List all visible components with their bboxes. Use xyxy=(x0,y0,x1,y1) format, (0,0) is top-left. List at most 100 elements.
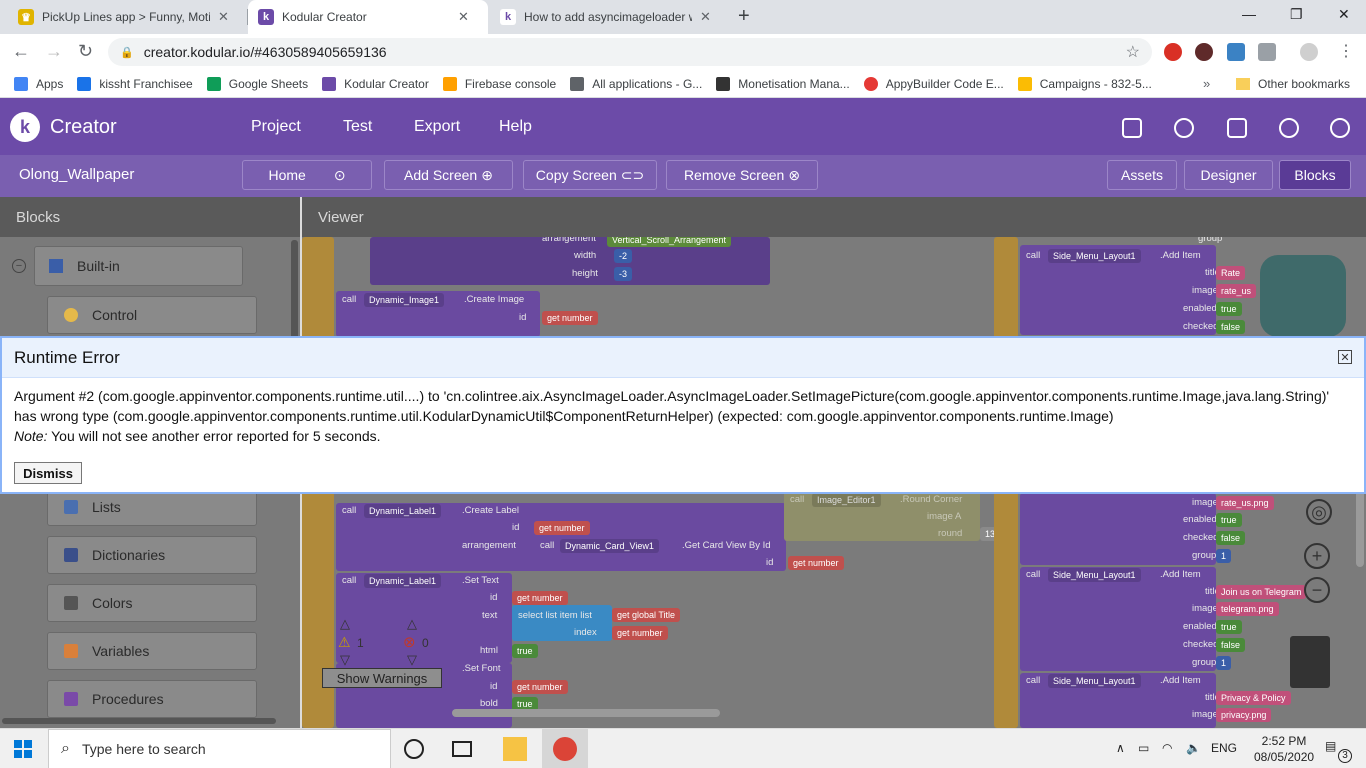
component-chip[interactable]: Dynamic_Label1 xyxy=(364,574,442,588)
close-tab-icon[interactable]: ✕ xyxy=(218,9,229,24)
number-chip[interactable]: -3 xyxy=(614,267,633,281)
blocks-button[interactable]: Blocks xyxy=(1279,160,1351,190)
category-lists[interactable]: Lists xyxy=(47,488,257,526)
remove-screen-button[interactable]: Remove Screen ⊗ xyxy=(666,160,818,190)
palette-icon[interactable] xyxy=(1174,118,1194,138)
bookmark-campaigns[interactable]: Campaigns - 832-5... xyxy=(1017,76,1152,91)
chrome-menu-icon[interactable]: ⋮ xyxy=(1338,43,1354,60)
number-chip[interactable]: 1 xyxy=(1216,549,1232,563)
notification-center-icon[interactable]: ▤ xyxy=(1325,739,1337,753)
component-chip[interactable]: Dynamic_Card_View1 xyxy=(560,539,659,553)
add-screen-button[interactable]: Add Screen ⊕ xyxy=(384,160,513,190)
boolean-chip[interactable]: false xyxy=(1216,531,1246,545)
new-tab-icon[interactable]: + xyxy=(738,5,750,27)
close-window-icon[interactable]: ✕ xyxy=(1338,6,1350,22)
get-number-chip[interactable]: get number xyxy=(512,591,568,605)
tab-pickup-lines[interactable]: ♛ PickUp Lines app > Funny, Motiv ✕ xyxy=(8,0,246,34)
string-chip[interactable]: privacy.png xyxy=(1216,708,1272,722)
extension-a-icon[interactable] xyxy=(1227,43,1245,61)
block-select-list-item[interactable] xyxy=(512,605,612,641)
account-icon[interactable] xyxy=(1330,118,1350,138)
reload-icon[interactable]: ↻ xyxy=(78,41,94,61)
number-chip[interactable]: 1 xyxy=(1216,656,1232,670)
designer-button[interactable]: Designer xyxy=(1184,160,1273,190)
bookmark-apps[interactable]: Apps xyxy=(14,76,63,91)
menu-export[interactable]: Export xyxy=(414,118,461,135)
task-view-icon[interactable] xyxy=(452,741,472,757)
category-variables[interactable]: Variables xyxy=(47,632,257,670)
component-chip[interactable]: Vertical_Scroll_Arrangement xyxy=(607,237,732,247)
volume-icon[interactable]: 🔈 xyxy=(1186,741,1201,755)
windows-start-icon[interactable] xyxy=(14,740,32,758)
copy-screen-button[interactable]: Copy Screen ⊂⊃ xyxy=(523,160,657,190)
dismiss-button[interactable]: Dismiss xyxy=(14,462,82,484)
bookmark-appybuilder[interactable]: AppyBuilder Code E... xyxy=(863,76,1004,91)
get-number-chip[interactable]: get number xyxy=(534,521,590,535)
menu-test[interactable]: Test xyxy=(343,118,373,135)
get-number-chip[interactable]: get number xyxy=(788,556,844,570)
component-chip[interactable]: Side_Menu_Layout1 xyxy=(1048,674,1141,688)
assets-button[interactable]: Assets xyxy=(1107,160,1177,190)
cortana-icon[interactable] xyxy=(404,739,424,759)
get-number-chip[interactable]: get number xyxy=(542,311,598,325)
boolean-chip[interactable]: true xyxy=(1216,302,1242,316)
warning-down-arrow-icon[interactable]: ▽ xyxy=(340,652,350,667)
my-projects-icon[interactable] xyxy=(1122,118,1142,138)
battery-icon[interactable]: ▭ xyxy=(1138,741,1150,755)
workspace-horizontal-scrollbar[interactable] xyxy=(452,709,720,717)
extension-shield-icon[interactable] xyxy=(1164,43,1182,61)
address-bar[interactable]: 🔒 creator.kodular.io/#4630589405659136 ☆ xyxy=(108,38,1152,66)
warning-up-arrow-icon[interactable]: △ xyxy=(340,616,350,631)
taskbar-search-box[interactable]: ⌕ Type here to search xyxy=(48,729,391,768)
category-control[interactable]: Control xyxy=(47,296,257,334)
other-bookmarks[interactable]: Other bookmarks xyxy=(1236,77,1350,91)
number-chip[interactable]: -2 xyxy=(614,249,633,263)
boolean-chip[interactable]: true xyxy=(512,644,538,658)
show-warnings-button[interactable]: Show Warnings xyxy=(322,668,442,688)
chrome-icon[interactable] xyxy=(553,737,577,761)
built-in-drawer[interactable]: Built-in xyxy=(34,246,243,286)
zoom-in-icon[interactable]: + xyxy=(1304,543,1330,569)
bookmark-firebase[interactable]: Firebase console xyxy=(442,76,556,91)
boolean-chip[interactable]: false xyxy=(1216,638,1246,652)
trash-icon[interactable] xyxy=(1290,636,1330,688)
bookmark-all-applications[interactable]: All applications - G... xyxy=(570,76,702,91)
dollar-icon[interactable] xyxy=(1279,118,1299,138)
taskbar-clock[interactable]: 2:52 PM 08/05/2020 xyxy=(1254,733,1314,765)
menu-help[interactable]: Help xyxy=(499,118,532,135)
get-number-chip[interactable]: get number xyxy=(512,680,568,694)
bookmark-google-sheets[interactable]: Google Sheets xyxy=(206,76,308,91)
blocks-vertical-scrollbar[interactable] xyxy=(291,240,298,340)
get-number-chip[interactable]: get number xyxy=(612,626,668,640)
kodular-logo-icon[interactable]: k xyxy=(10,112,40,142)
forward-arrow-icon[interactable]: → xyxy=(45,41,63,61)
tab-asyncimageloader[interactable]: k How to add asyncimageloader w ✕ xyxy=(490,0,730,34)
block-set-text[interactable] xyxy=(336,573,512,663)
error-down-arrow-icon[interactable]: ▽ xyxy=(407,652,417,667)
boolean-chip[interactable]: false xyxy=(1216,320,1246,334)
string-chip[interactable]: Join us on Telegram xyxy=(1216,585,1307,599)
tray-chevron-up-icon[interactable]: ∧ xyxy=(1116,741,1125,755)
bookmark-kodular[interactable]: Kodular Creator xyxy=(322,76,429,91)
extension-image-icon[interactable] xyxy=(1258,43,1276,61)
get-global-title-chip[interactable]: get global Title xyxy=(612,608,681,622)
extension-k-icon[interactable] xyxy=(1195,43,1213,61)
home-screen-dropdown[interactable]: Home ⊙ xyxy=(242,160,372,190)
boolean-chip[interactable]: true xyxy=(1216,513,1242,527)
component-chip[interactable]: Side_Menu_Layout1 xyxy=(1048,249,1141,263)
bookmark-star-icon[interactable]: ☆ xyxy=(1125,44,1140,61)
string-chip[interactable]: Rate xyxy=(1216,266,1246,280)
category-procedures[interactable]: Procedures xyxy=(47,680,257,718)
more-bookmarks-chevron[interactable]: » xyxy=(1203,76,1211,91)
error-up-arrow-icon[interactable]: △ xyxy=(407,616,417,631)
category-dictionaries[interactable]: Dictionaries xyxy=(47,536,257,574)
component-chip[interactable]: Side_Menu_Layout1 xyxy=(1048,568,1141,582)
recenter-icon[interactable]: ◎ xyxy=(1306,499,1332,525)
category-colors[interactable]: Colors xyxy=(47,584,257,622)
network-icon[interactable]: ◠ xyxy=(1162,741,1173,755)
tab-kodular-creator[interactable]: k Kodular Creator ✕ xyxy=(248,0,488,34)
component-chip[interactable]: Dynamic_Image1 xyxy=(364,293,445,307)
back-arrow-icon[interactable]: ← xyxy=(12,41,30,61)
backpack-icon[interactable] xyxy=(1260,255,1346,337)
close-tab-icon[interactable]: ✕ xyxy=(700,9,711,24)
